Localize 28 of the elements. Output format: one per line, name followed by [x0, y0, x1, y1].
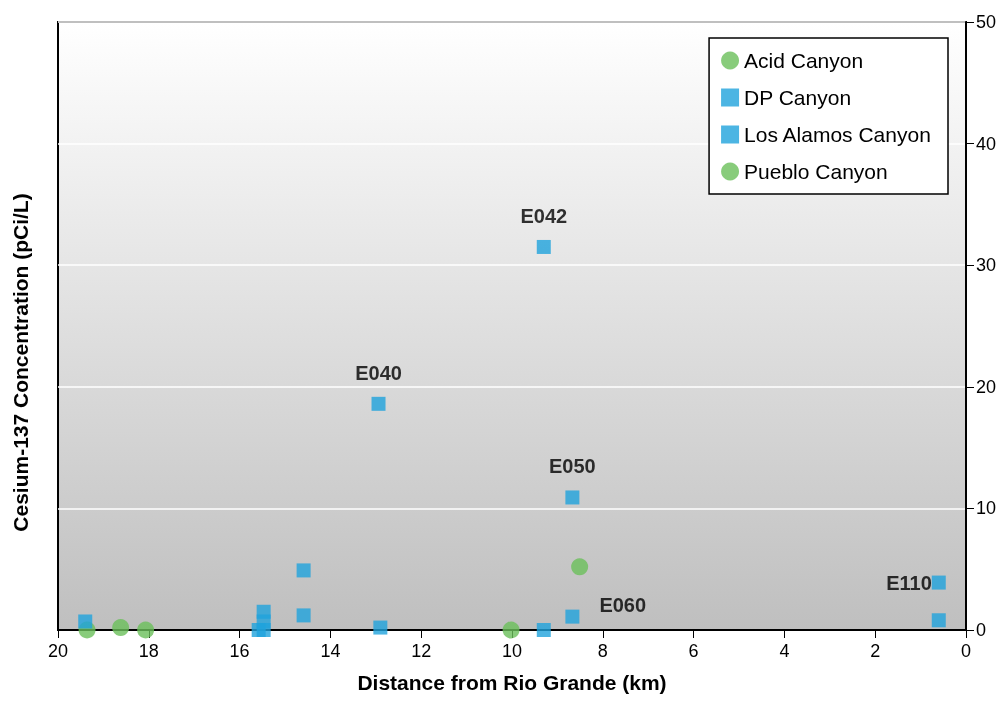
annotation: E050: [549, 455, 596, 478]
x-tick-label: 18: [138, 641, 159, 661]
legend-label: Pueblo Canyon: [744, 160, 888, 183]
y-tick-label: 10: [976, 498, 997, 519]
y-axis-title: Cesium-137 Concentration (pCi/L): [9, 193, 32, 532]
annotation: E040: [355, 361, 402, 384]
x-tick-label: 20: [47, 641, 69, 661]
legend-label: Acid Canyon: [744, 49, 864, 72]
annotation: E110: [886, 571, 932, 594]
legend-label: Los Alamos Canyon: [744, 123, 931, 146]
x-tick-label: 12: [411, 641, 432, 661]
x-tick-label: 10: [501, 641, 523, 661]
x-tick-label: 0: [960, 641, 972, 661]
y-tick-label: 50: [976, 12, 997, 32]
y-tick-label: 0: [976, 620, 987, 640]
x-axis-title: Distance from Rio Grande (km): [357, 671, 667, 694]
x-tick-label: 6: [688, 641, 699, 661]
x-tick-label: 4: [779, 641, 790, 661]
y-tick-label: 20: [976, 376, 997, 397]
x-tick-label: 16: [229, 641, 250, 661]
x-tick-label: 14: [320, 641, 341, 661]
legend-label: DP Canyon: [744, 86, 852, 109]
y-tick-label: 40: [976, 133, 997, 154]
annotation: E042: [520, 204, 568, 227]
y-tick-label: 30: [976, 255, 997, 276]
annotation: E060: [599, 593, 647, 616]
x-tick-label: 2: [870, 641, 881, 661]
x-tick-label: 8: [597, 641, 608, 661]
